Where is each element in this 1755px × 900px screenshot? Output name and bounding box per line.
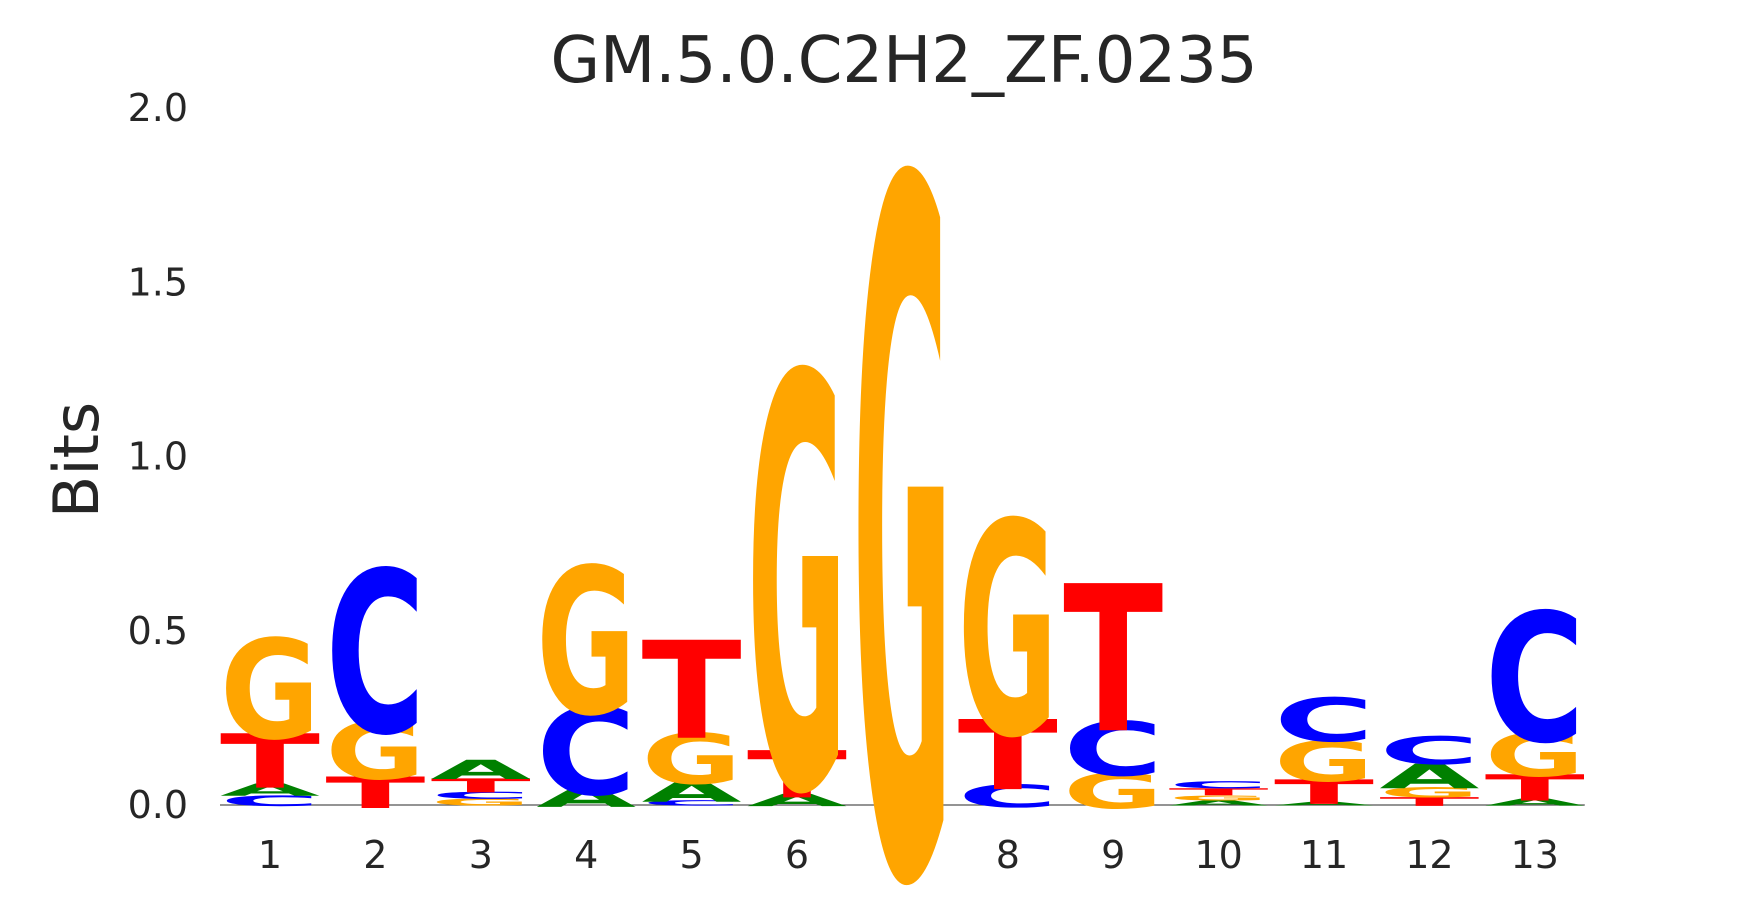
logo-letter-g: G bbox=[1379, 784, 1479, 801]
x-tick-label: 6 bbox=[785, 833, 809, 877]
logo-letter-c: C bbox=[431, 790, 531, 801]
x-tick-label: 4 bbox=[574, 833, 598, 877]
logo-letter-t: T bbox=[1379, 795, 1479, 809]
logo-letter-a: A bbox=[1274, 801, 1374, 807]
x-tick-label: 12 bbox=[1405, 833, 1453, 877]
logo-column: GCT bbox=[1063, 543, 1163, 820]
chart-title: GM.5.0.C2H2_ZF.0235 bbox=[550, 24, 1257, 98]
logo-letter-c: C bbox=[642, 799, 742, 807]
logo-letter-c: C bbox=[1169, 779, 1269, 790]
logo-column: CTG bbox=[958, 462, 1058, 815]
logo-column: TGC bbox=[325, 524, 425, 818]
y-tick-label: 1.0 bbox=[128, 435, 188, 479]
logo-letter-g: G bbox=[536, 526, 636, 761]
logo-letter-g: G bbox=[1274, 730, 1374, 794]
logo-column: G bbox=[852, 0, 952, 900]
y-axis-label: Bits bbox=[40, 402, 113, 518]
x-tick-label: 13 bbox=[1511, 833, 1559, 877]
y-tick-label: 0.0 bbox=[128, 783, 188, 827]
logo-letter-t: T bbox=[431, 775, 531, 797]
logo-letter-t: T bbox=[642, 613, 742, 770]
logo-letter-a: A bbox=[642, 775, 742, 809]
logo-letter-c: C bbox=[1485, 577, 1585, 784]
logo-letter-c: C bbox=[1063, 706, 1163, 793]
logo-letter-g: G bbox=[1063, 764, 1163, 820]
y-tick-label: 1.5 bbox=[128, 260, 188, 304]
logo-letter-c: C bbox=[220, 793, 320, 810]
logo-letter-t: T bbox=[1485, 767, 1585, 809]
logo-letter-c: C bbox=[1274, 685, 1374, 755]
x-tick-label: 11 bbox=[1300, 833, 1348, 877]
logo-letter-c: C bbox=[958, 778, 1058, 814]
logo-letter-g: G bbox=[958, 462, 1058, 803]
x-tick-label: 8 bbox=[996, 833, 1020, 877]
logo-letter-g: G bbox=[747, 259, 847, 900]
logo-letter-t: T bbox=[1169, 786, 1269, 797]
logo-letter-c: C bbox=[325, 524, 425, 785]
logo-letter-a: A bbox=[431, 754, 531, 785]
logo-letter-c: C bbox=[1379, 728, 1479, 773]
logo-letter-g: G bbox=[1169, 794, 1269, 802]
logo-letter-a: A bbox=[1379, 757, 1479, 796]
logo-letter-t: T bbox=[1063, 543, 1163, 779]
x-tick-label: 2 bbox=[363, 833, 387, 877]
logo-letter-g: G bbox=[325, 707, 425, 799]
logo-letter-t: T bbox=[325, 768, 425, 818]
logo-letter-t: T bbox=[220, 719, 320, 805]
logo-column: ATG bbox=[747, 259, 847, 900]
logo-letter-t: T bbox=[958, 701, 1058, 813]
logo-letter-t: T bbox=[747, 737, 847, 813]
logo-letter-t: T bbox=[1274, 773, 1374, 812]
x-tick-label: 3 bbox=[469, 833, 493, 877]
y-tick-label: 2.0 bbox=[128, 86, 188, 130]
logo-letter-g: G bbox=[852, 0, 952, 900]
y-tick-label: 0.5 bbox=[128, 609, 188, 653]
x-tick-label: 1 bbox=[258, 833, 282, 877]
x-tick-label: 9 bbox=[1101, 833, 1125, 877]
logo-letter-g: G bbox=[642, 720, 742, 801]
logo-letter-g: G bbox=[220, 611, 320, 771]
logo-letter-a: A bbox=[1485, 797, 1585, 808]
logo-letter-c: C bbox=[536, 684, 636, 823]
logo-column: ACG bbox=[536, 526, 636, 823]
logo-letter-g: G bbox=[1485, 720, 1585, 790]
logo-letter-g: G bbox=[431, 797, 531, 808]
logo-letter-a: A bbox=[1169, 799, 1269, 807]
x-tick-label: 10 bbox=[1194, 833, 1242, 877]
logo-letter-a: A bbox=[220, 780, 320, 800]
y-axis-ticks: 0.0 0.5 1.0 1.5 2.0 bbox=[128, 86, 188, 827]
logo-letter-a: A bbox=[747, 790, 847, 810]
logo-letter-a: A bbox=[536, 782, 636, 813]
x-tick-label: 5 bbox=[680, 833, 704, 877]
x-tick-label: 7 bbox=[890, 833, 914, 877]
x-axis-ticks: 1 2 3 4 5 6 7 8 9 10 11 12 13 bbox=[258, 833, 1559, 877]
